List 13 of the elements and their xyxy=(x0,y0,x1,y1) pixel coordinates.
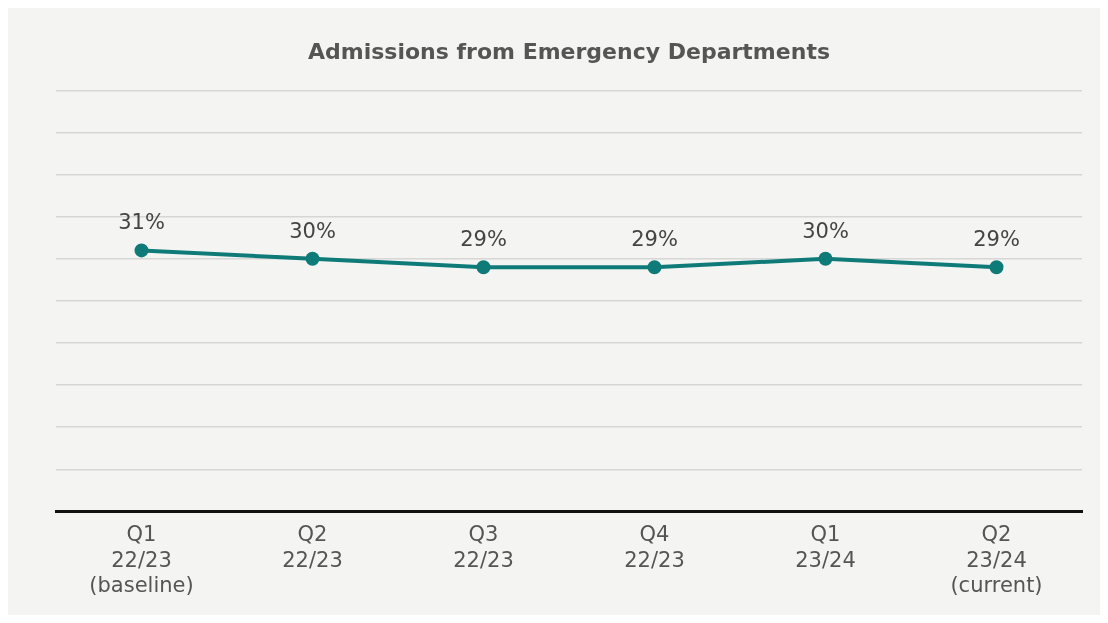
data-label: 30% xyxy=(289,218,336,243)
data-label: 29% xyxy=(460,227,507,252)
x-tick-label: Q1 22/23 (baseline) xyxy=(89,522,194,597)
x-tick-label: Q4 22/23 xyxy=(624,522,685,572)
x-tick-label: Q2 23/24 (current) xyxy=(950,522,1043,597)
data-label: 29% xyxy=(973,227,1020,252)
x-tick-label: Q2 22/23 xyxy=(282,522,343,572)
data-label: 29% xyxy=(631,227,678,252)
data-label: 30% xyxy=(802,218,849,243)
x-tick-label: Q1 23/24 xyxy=(795,522,856,572)
data-label: 31% xyxy=(118,210,165,235)
x-tick-label: Q3 22/23 xyxy=(453,522,514,572)
chart-title: Admissions from Emergency Departments xyxy=(308,38,830,64)
